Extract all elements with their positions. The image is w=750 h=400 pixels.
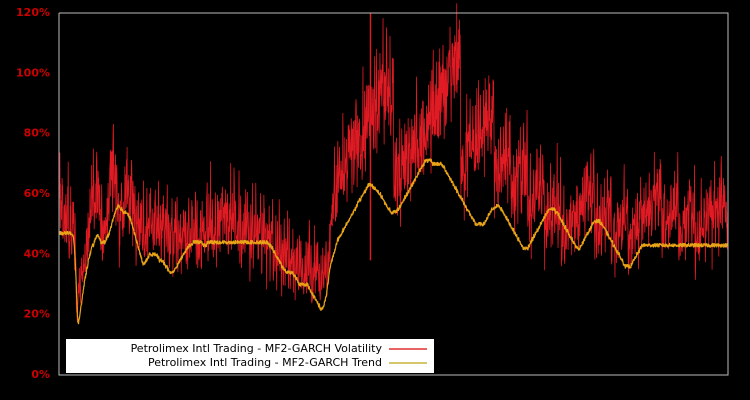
volatility-path [58,3,729,323]
series-volatility-line [58,3,729,323]
y-axis-tick-label: 120% [16,6,50,19]
chart-legend[interactable]: Petrolimex Intl Trading - MF2-GARCH Vola… [66,339,434,373]
y-axis-tick-label: 80% [24,127,50,140]
trend-path [58,158,729,325]
legend-label[interactable]: Petrolimex Intl Trading - MF2-GARCH Vola… [131,342,383,355]
plot-axis-spines [58,12,729,376]
legend-background [66,339,434,373]
y-axis-tick-label: 40% [24,247,50,260]
series-trend-line [58,158,729,325]
y-axis-tick-label: 100% [16,66,50,79]
y-axis-tick-label: 0% [31,368,50,381]
legend-label[interactable]: Petrolimex Intl Trading - MF2-GARCH Tren… [148,356,382,369]
y-axis-tick-label: 20% [24,308,50,321]
y-axis-tick-labels: 0% 20% 40% 60% 80% 100% 120% [16,6,50,381]
y-axis-tick-label: 60% [24,187,50,200]
